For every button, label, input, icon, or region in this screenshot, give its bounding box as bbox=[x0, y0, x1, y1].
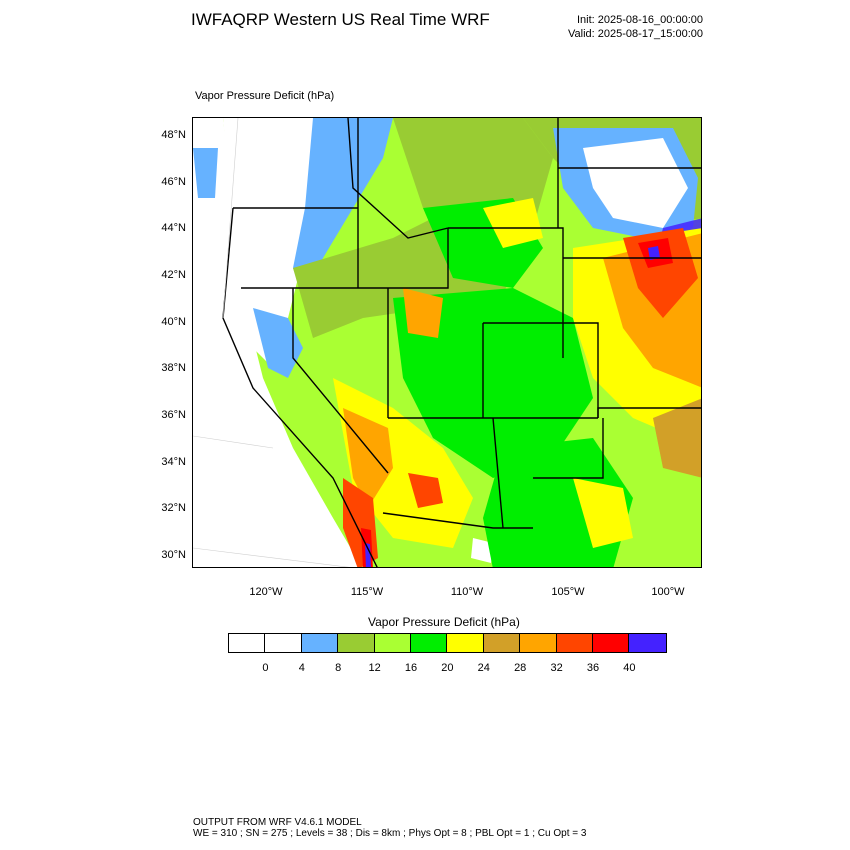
init-time: Init: 2025-08-16_00:00:00 bbox=[577, 14, 703, 26]
texas-yellow bbox=[573, 478, 633, 548]
colorbar-swatch bbox=[374, 634, 411, 652]
colorbar-swatch bbox=[629, 634, 666, 652]
ca-nv-border bbox=[292, 288, 389, 474]
mexico-white-patch bbox=[471, 538, 493, 563]
colorbar-tick-label: 20 bbox=[441, 662, 454, 674]
graticule-line bbox=[222, 118, 239, 319]
colorbar-swatch bbox=[265, 634, 302, 652]
az-nm-border bbox=[492, 417, 504, 529]
lat-label-36: 36°N bbox=[161, 409, 186, 421]
colorbar-swatch bbox=[447, 634, 484, 652]
colorbar-swatch bbox=[410, 634, 448, 652]
colorbar-tick-label: 24 bbox=[477, 662, 490, 674]
lat-label-48: 48°N bbox=[161, 129, 186, 141]
lat-label-34: 34°N bbox=[161, 456, 186, 468]
lon-label-105: 105°W bbox=[551, 586, 585, 598]
lon-label-120: 120°W bbox=[249, 586, 283, 598]
graticule bbox=[193, 118, 350, 567]
graticule-line bbox=[193, 435, 274, 449]
ok-border bbox=[597, 407, 701, 418]
colorbar-tick-label: 40 bbox=[623, 662, 636, 674]
colorbar-tick-label: 4 bbox=[298, 662, 305, 674]
lat-label-30: 30°N bbox=[161, 549, 186, 561]
texas-tan bbox=[653, 398, 701, 478]
graticule-line bbox=[193, 547, 350, 567]
colorbar-title: Vapor Pressure Deficit (hPa) bbox=[368, 615, 520, 629]
lat-label-32: 32°N bbox=[161, 502, 186, 514]
model-config: WE = 310 ; SN = 275 ; Levels = 38 ; Dis … bbox=[193, 828, 587, 839]
colorbar-swatch bbox=[338, 634, 375, 652]
colorbar-tick-label: 36 bbox=[586, 662, 600, 674]
colorbar bbox=[228, 633, 667, 653]
mt-id-border bbox=[347, 118, 449, 239]
colorbar-swatch bbox=[301, 634, 339, 652]
colorbar-tick-label: 0 bbox=[262, 662, 269, 674]
colorbar-swatch bbox=[229, 634, 266, 652]
lat-label-40: 40°N bbox=[161, 316, 186, 328]
lat-label-42: 42°N bbox=[161, 269, 186, 281]
co-border bbox=[483, 322, 599, 418]
arizona-red-orange bbox=[408, 473, 443, 508]
colorbar-tick-label: 28 bbox=[514, 662, 527, 674]
map-canvas bbox=[193, 118, 701, 567]
lon-label-115: 115°W bbox=[350, 586, 384, 598]
valid-time: Valid: 2025-08-17_15:00:00 bbox=[568, 28, 703, 40]
wyoming-yellow bbox=[483, 198, 543, 248]
lat-label-46: 46°N bbox=[161, 176, 186, 188]
colorbar-swatch bbox=[592, 634, 630, 652]
dakota-white bbox=[583, 138, 688, 228]
nebraska-max bbox=[648, 246, 660, 260]
map-title: IWFAQRP Western US Real Time WRF bbox=[191, 10, 490, 29]
colorbar-swatch bbox=[520, 634, 557, 652]
vpd-map bbox=[192, 117, 702, 568]
field-label: Vapor Pressure Deficit (hPa) bbox=[195, 90, 335, 102]
wy-border bbox=[448, 227, 564, 358]
utah-orange bbox=[403, 288, 443, 338]
central-green-region bbox=[393, 288, 593, 478]
lon-label-110: 110°W bbox=[450, 586, 484, 598]
coastline bbox=[222, 207, 378, 567]
colorbar-tick-label: 16 bbox=[404, 662, 418, 674]
nm-tx-border bbox=[533, 418, 604, 479]
state-borders bbox=[222, 118, 701, 567]
lat-label-44: 44°N bbox=[161, 222, 186, 234]
model-info: OUTPUT FROM WRF V4.6.1 MODEL bbox=[193, 817, 362, 828]
us-mexico-border bbox=[382, 512, 533, 529]
colorbar-tick-label: 32 bbox=[550, 662, 563, 674]
lon-label-100: 100°W bbox=[651, 586, 685, 598]
lat-label-38: 38°N bbox=[161, 362, 186, 374]
pnw-low-vpd bbox=[223, 118, 323, 368]
colorbar-swatch bbox=[483, 634, 521, 652]
offshore-blue-patch bbox=[193, 148, 218, 198]
colorbar-tick-label: 12 bbox=[368, 662, 381, 674]
colorbar-swatch bbox=[556, 634, 593, 652]
gulf-max bbox=[365, 543, 371, 567]
colorbar-tick-label: 8 bbox=[335, 662, 342, 674]
nv-blue-patch bbox=[253, 308, 303, 378]
id-south-border bbox=[353, 228, 449, 289]
